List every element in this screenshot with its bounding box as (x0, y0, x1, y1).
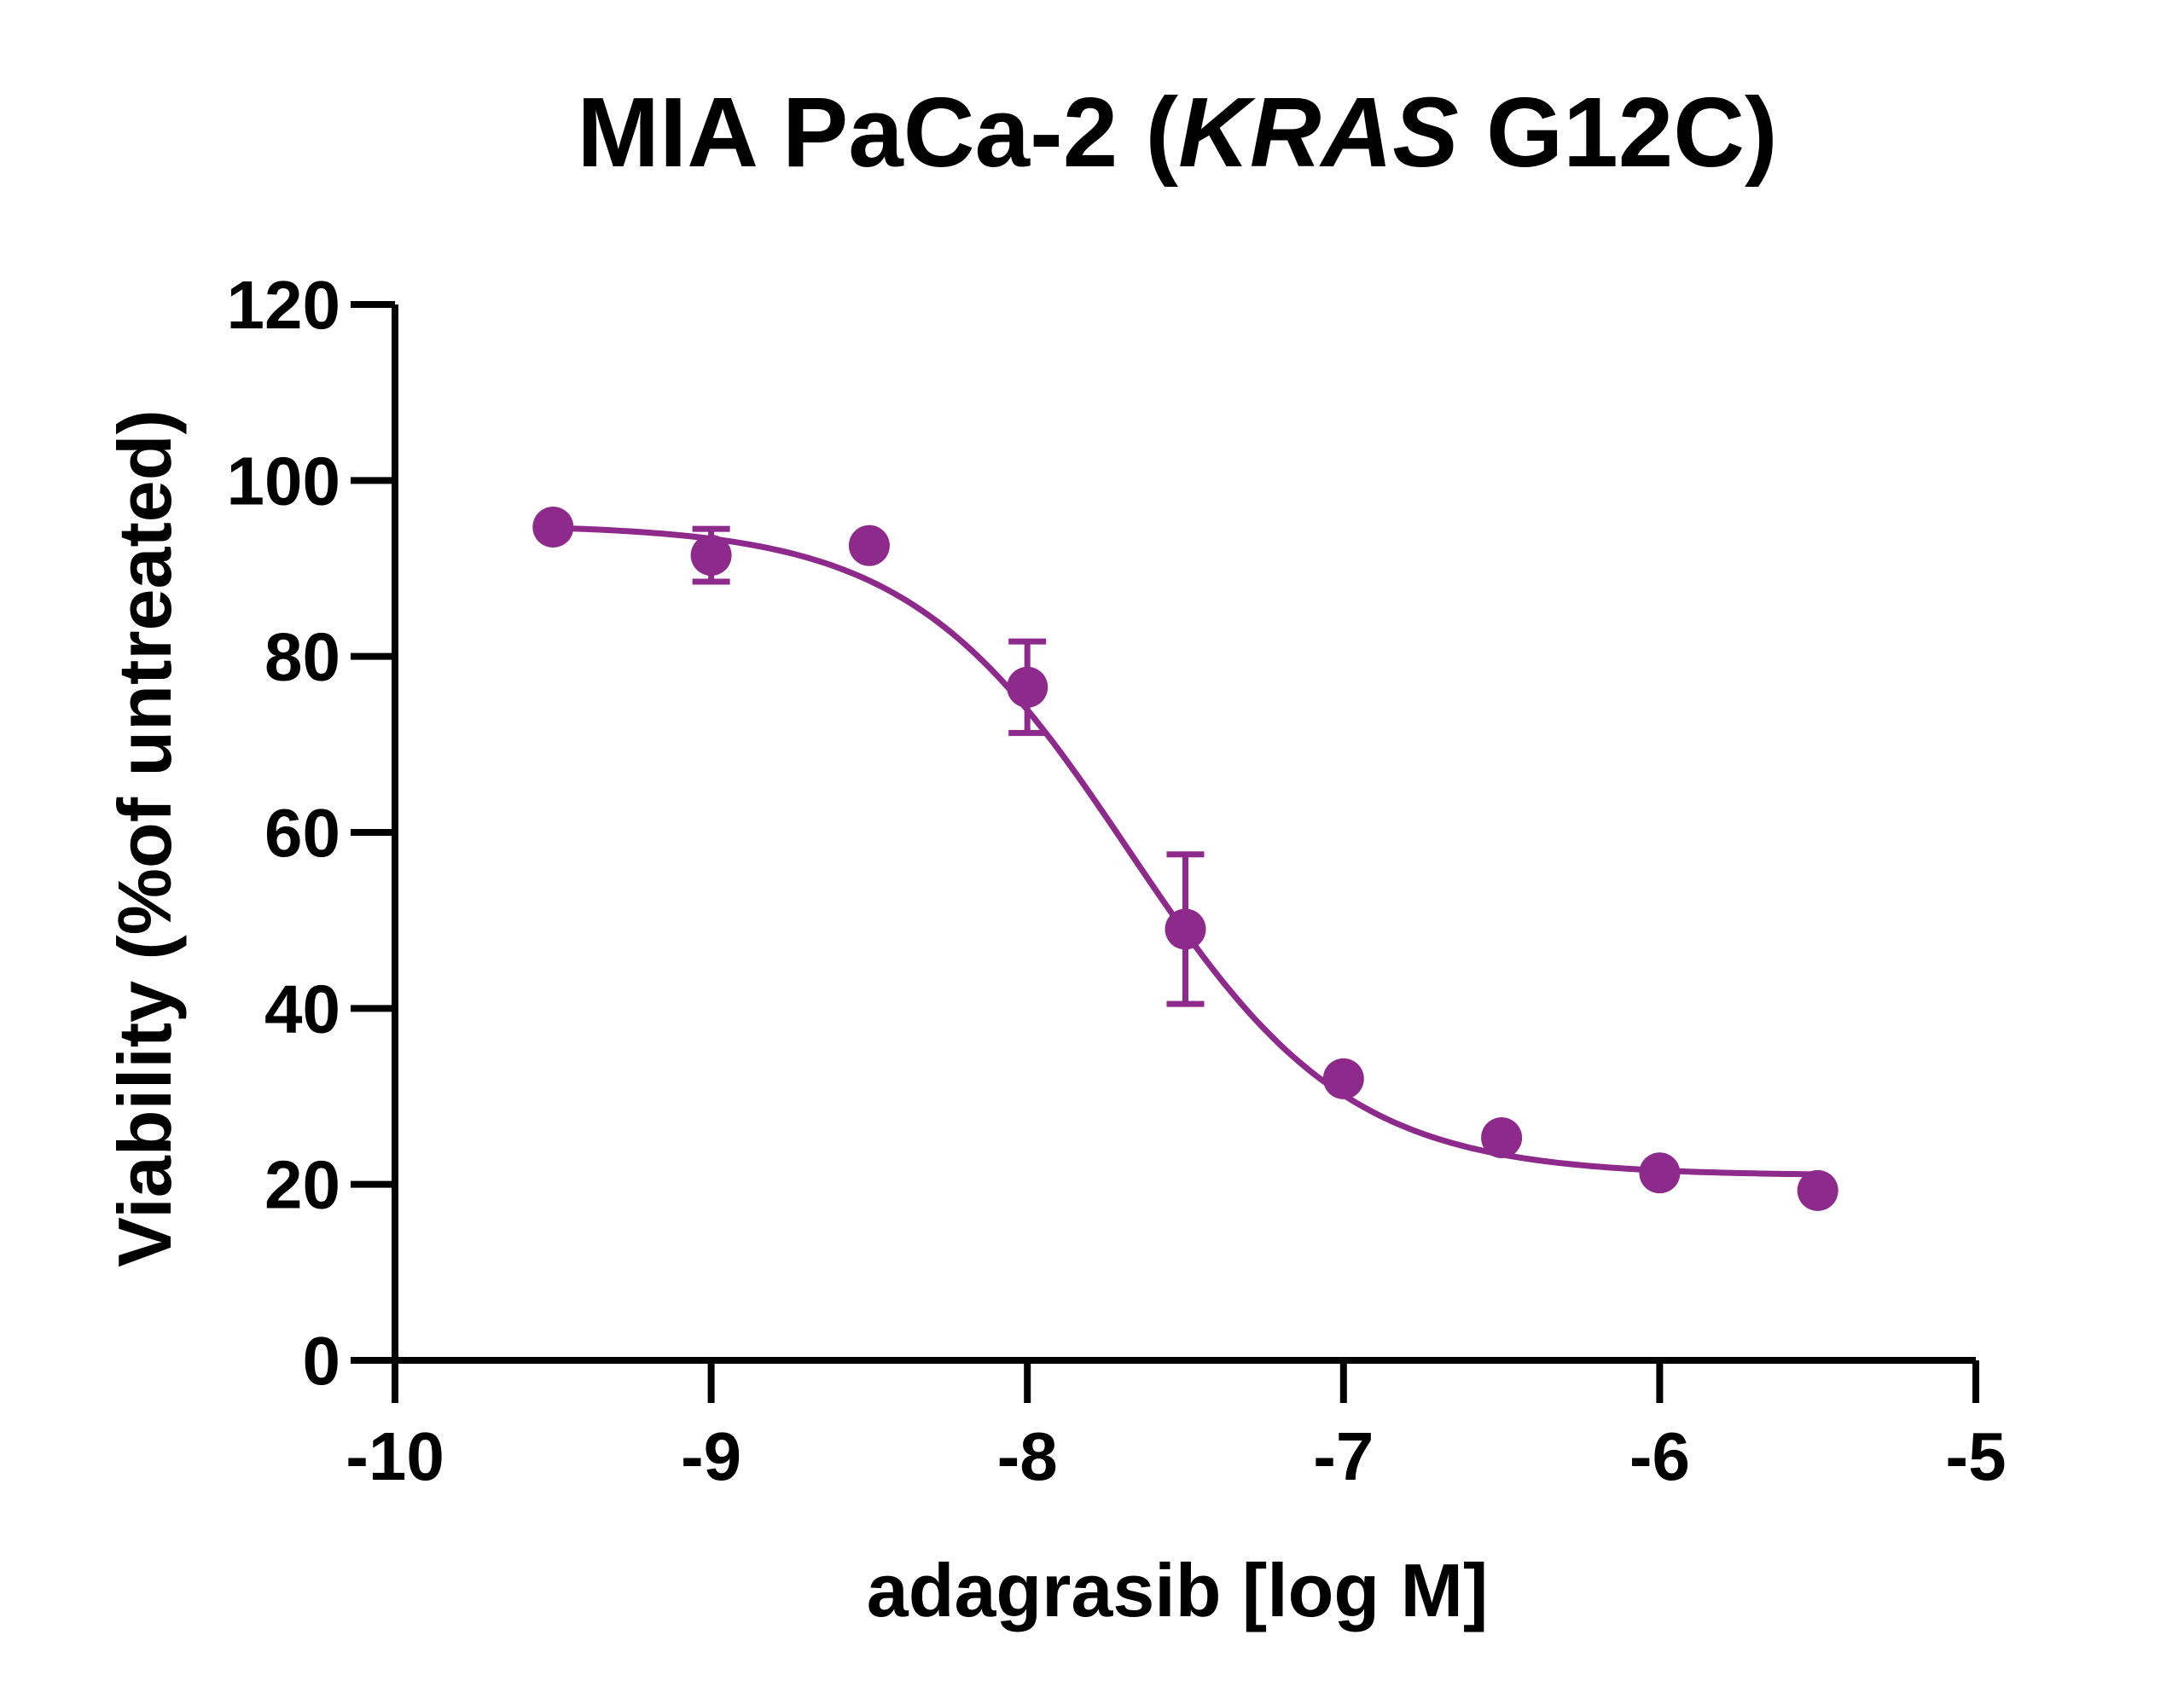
data-point (532, 507, 574, 548)
y-tick-label: 100 (227, 443, 340, 519)
error-bars (692, 525, 1205, 1007)
x-tick-label: -9 (681, 1418, 741, 1494)
title-prefix: MIA PaCa-2 ( (577, 77, 1178, 188)
chart-title: MIA PaCa-2 (KRAS G12C) (577, 77, 1777, 188)
fit-curve-group (553, 525, 1818, 1178)
data-point (1639, 1152, 1681, 1194)
data-point (1797, 1169, 1838, 1211)
fit-curve (553, 525, 1818, 1178)
data-point (1165, 908, 1206, 950)
y-tick-label: 0 (303, 1323, 341, 1399)
axes: 0 20 40 60 80 100 120 -10 -9 -8 -7 -6 -5 (227, 267, 2007, 1494)
x-tick-label: -5 (1945, 1418, 2006, 1494)
x-tick-label: -6 (1629, 1418, 1690, 1494)
data-point (1007, 666, 1048, 708)
x-tick-label: -10 (346, 1418, 444, 1494)
y-tick-label: 40 (264, 971, 340, 1046)
y-tick-label: 120 (227, 267, 340, 343)
data-point (1322, 1058, 1364, 1099)
data-point (848, 525, 890, 566)
data-point (1481, 1116, 1523, 1158)
y-tick-label: 60 (264, 795, 340, 871)
y-tick-label: 20 (264, 1147, 340, 1223)
x-axis-label: adagrasib [log M] (867, 1548, 1489, 1632)
y-axis-label: Viability (%of untreated) (102, 409, 187, 1267)
title-suffix: G12C) (1459, 77, 1778, 188)
data-point (690, 535, 732, 577)
data-points (532, 507, 1838, 1211)
y-tick-label: 80 (264, 619, 340, 695)
x-tick-label: -7 (1313, 1418, 1374, 1494)
x-tick-label: -8 (997, 1418, 1058, 1494)
title-gene-name: KRAS (1178, 77, 1459, 188)
